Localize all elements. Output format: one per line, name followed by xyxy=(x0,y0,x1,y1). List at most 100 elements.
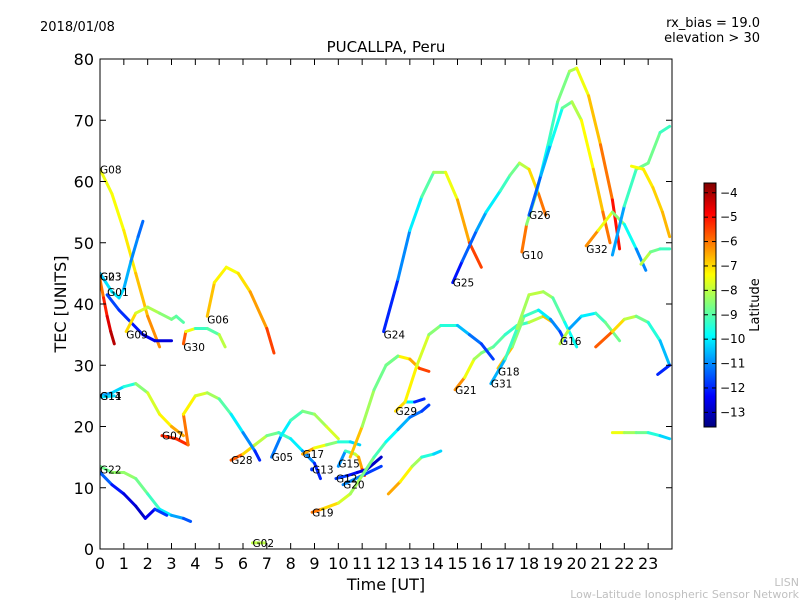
series-segment xyxy=(646,320,662,343)
x-tick-label: 2 xyxy=(143,554,153,573)
series-segment xyxy=(396,229,412,281)
series-segment xyxy=(134,477,150,496)
series-segment xyxy=(456,198,471,245)
series-segment xyxy=(489,357,507,386)
satellite-label-g19: G19 xyxy=(312,507,334,519)
y-axis-label: TEC [UNITS] xyxy=(51,256,70,354)
y-tick-label: 60 xyxy=(74,173,94,192)
series-g09 xyxy=(124,305,185,334)
series-segment xyxy=(134,305,150,315)
series-g26 xyxy=(527,100,612,245)
series-segment xyxy=(641,167,655,190)
series-segment xyxy=(658,339,672,367)
series-segment xyxy=(658,434,672,441)
x-tick-label: 9 xyxy=(309,554,319,573)
series-segment xyxy=(382,278,400,334)
series-g18 xyxy=(496,308,567,370)
series-segment xyxy=(658,124,672,134)
series-segment xyxy=(313,412,328,428)
series-segment xyxy=(181,394,197,416)
x-axis-label: Time [UT] xyxy=(346,575,425,594)
series-segment xyxy=(415,333,431,367)
series-segment xyxy=(551,296,567,324)
series-segment xyxy=(122,382,138,389)
series-segment xyxy=(146,492,162,511)
series-segment xyxy=(100,470,114,487)
series-point xyxy=(310,467,315,472)
series-segment xyxy=(372,440,388,459)
series-g_mid1 xyxy=(348,354,400,459)
satellite-label-g06: G06 xyxy=(207,314,229,326)
satellite-label-g31: G31 xyxy=(491,379,513,391)
series-g_mid2 xyxy=(403,323,495,404)
x-tick-label: 12 xyxy=(376,554,396,573)
series-segment xyxy=(508,161,521,177)
series-segment xyxy=(649,247,662,254)
colorbar-tick-label: −9 xyxy=(720,308,738,322)
series-segment xyxy=(122,470,138,481)
satellite-label-g25: G25 xyxy=(453,278,475,290)
satellite-label-g23: G23 xyxy=(100,271,122,283)
series-segment xyxy=(591,167,605,214)
series-segment xyxy=(212,265,228,285)
series-g07 xyxy=(160,391,262,462)
series-segment xyxy=(610,210,626,226)
satellite-label-g01: G01 xyxy=(107,287,128,299)
series-segment xyxy=(420,170,436,199)
series-g22 xyxy=(100,464,193,523)
series-segment xyxy=(594,311,607,324)
series-segment xyxy=(384,354,400,367)
series-g_tail4 xyxy=(610,124,672,257)
series-segment xyxy=(193,391,209,398)
y-tick-label: 50 xyxy=(74,234,94,253)
series-segment xyxy=(408,195,424,232)
series-g20 xyxy=(341,464,383,487)
series-segment xyxy=(520,222,529,254)
series-segment xyxy=(134,504,147,520)
series-segment xyxy=(229,412,245,435)
satellite-label-g21: G21 xyxy=(455,385,477,397)
satellite-label-g12: G12 xyxy=(336,474,358,486)
series-segment xyxy=(224,265,240,275)
series-g06 xyxy=(205,265,276,355)
series-segment xyxy=(253,449,262,462)
satellite-label-g17: G17 xyxy=(303,449,325,461)
series-segment xyxy=(134,382,150,395)
series-segment xyxy=(548,317,562,334)
colorbar-ticks: −4 −5 −6 −7 −8 −9 −10 −11 −12 −13 xyxy=(704,186,745,419)
series-segment xyxy=(634,247,648,272)
series-segment xyxy=(467,241,483,269)
series-g01 xyxy=(105,293,173,343)
colorbar-label: Latitude xyxy=(748,278,763,332)
series-segment xyxy=(158,507,173,517)
series-g03 xyxy=(100,278,116,346)
series-segment xyxy=(610,198,622,251)
series-segment xyxy=(594,330,614,349)
series-segment xyxy=(610,317,626,334)
series-segment xyxy=(372,455,383,465)
series-segment xyxy=(110,192,126,232)
satellite-label-g02: G02 xyxy=(253,538,274,550)
series-segment xyxy=(646,131,662,165)
series-segment xyxy=(656,363,672,376)
colorbar-tick-label: −12 xyxy=(720,381,745,395)
series-segment xyxy=(472,351,483,361)
series-segment xyxy=(136,219,145,239)
series-g_tail1 xyxy=(594,314,672,367)
series-segment xyxy=(129,320,145,337)
series-segment xyxy=(396,354,412,361)
satellite-label-g14: G14 xyxy=(100,391,122,403)
series-segment xyxy=(336,449,347,468)
series-segment xyxy=(124,311,138,334)
x-tick-label: 15 xyxy=(447,554,467,573)
series-segment xyxy=(334,474,350,481)
series-segment xyxy=(122,229,138,275)
series-segment xyxy=(181,412,190,447)
series-segment xyxy=(537,192,548,217)
satellite-label-g07: G07 xyxy=(162,431,184,443)
x-tick-label: 18 xyxy=(519,554,539,573)
series-segment xyxy=(100,278,106,300)
series-segment xyxy=(539,143,552,177)
